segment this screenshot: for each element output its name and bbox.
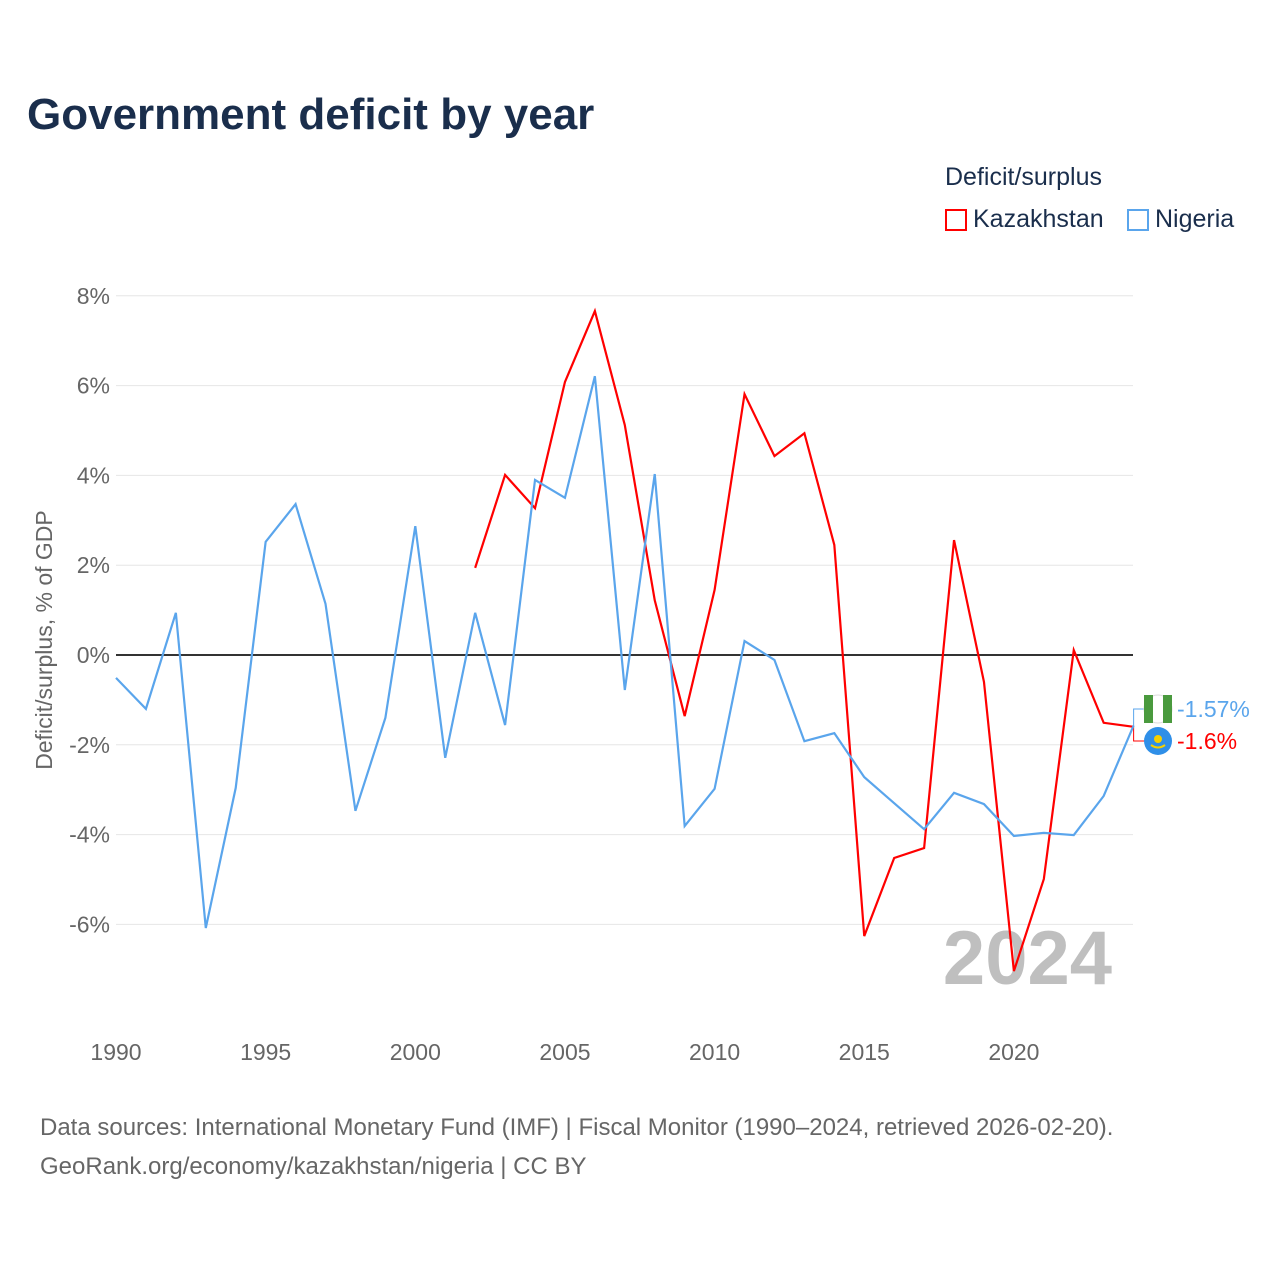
data-point [743,639,747,643]
legend-label: Kazakhstan [973,205,1104,233]
data-point [1102,721,1106,725]
y-tick-label: 6% [77,373,110,399]
data-point [982,802,986,806]
data-point [1072,648,1076,652]
data-point [772,658,776,662]
source-link[interactable]: GeoRank.org/economy/kazakhstan/nigeria |… [40,1153,587,1180]
data-point [1042,831,1046,835]
data-point [324,602,328,606]
data-point [1012,969,1016,973]
series-line-kazakhstan [474,307,1134,972]
y-tick-label: 2% [77,552,110,578]
y-tick-label: 8% [77,283,110,309]
chart-title: Government deficit by year [27,90,595,139]
flag-sun [1154,735,1162,743]
data-point [1102,794,1106,798]
data-point [623,688,627,692]
y-tick-label: -2% [69,732,110,758]
data-point [593,309,597,313]
legend-swatch [945,208,967,231]
data-point [743,392,747,396]
data-point [353,809,357,813]
end-value-label: -1.57% [1177,696,1250,722]
x-tick-label: 2010 [689,1039,740,1065]
data-point [892,856,896,860]
x-tick-label: 2000 [390,1039,441,1065]
data-point [653,598,657,602]
data-point [623,423,627,427]
x-tick-label: 1990 [90,1039,141,1065]
data-point [114,676,118,680]
data-point [533,478,537,482]
x-tick-label: 2015 [839,1039,890,1065]
data-point [383,716,387,720]
data-point [683,824,687,828]
flag-stripe [1163,695,1172,723]
legend-label: Nigeria [1155,205,1235,233]
data-point [593,374,597,378]
x-tick-label: 1995 [240,1039,291,1065]
data-point [832,731,836,735]
data-point [952,791,956,795]
y-tick-label: -6% [69,911,110,937]
x-tick-label: 2005 [539,1039,590,1065]
flag-stripe [1144,695,1153,723]
data-point [922,827,926,831]
data-point [234,786,238,790]
data-point [802,739,806,743]
legend-title: Deficit/surplus [945,163,1102,191]
y-tick-label: -4% [69,822,110,848]
data-point [1042,877,1046,881]
source-line: Data sources: International Monetary Fun… [40,1114,1114,1141]
data-point [862,934,866,938]
data-point [683,714,687,718]
legend-item-nigeria[interactable]: Nigeria [1127,205,1234,234]
data-point [952,538,956,542]
data-point [1072,833,1076,837]
data-point [174,611,178,615]
data-point [473,611,477,615]
series-line-nigeria [115,375,1135,929]
x-tick-label: 2020 [988,1039,1039,1065]
data-point [413,524,417,528]
data-point [294,502,298,506]
data-point [892,801,896,805]
sources: Data sources: International Monetary Fun… [40,1108,1113,1186]
y-tick-label: 0% [77,642,110,668]
data-point [563,496,567,500]
data-point [982,680,986,684]
data-point [533,506,537,510]
y-axis-label: Deficit/surplus, % of GDP [31,510,57,769]
data-point [1012,834,1016,838]
data-point [862,775,866,779]
data-point [772,454,776,458]
data-point [563,380,567,384]
legend-item-kazakhstan[interactable]: Kazakhstan [945,205,1104,234]
data-point [503,473,507,477]
end-value-label: -1.6% [1177,728,1237,754]
y-tick-label: 4% [77,462,110,488]
data-point [264,540,268,544]
data-point [802,431,806,435]
data-point [713,787,717,791]
data-point [922,846,926,850]
legend-swatch [1127,208,1149,231]
data-point [443,756,447,760]
data-point [653,472,657,476]
flag-eagle [1150,744,1166,749]
data-point [144,707,148,711]
data-point [713,588,717,592]
data-point [832,543,836,547]
data-point [503,723,507,727]
data-point [473,566,477,570]
data-point [204,926,208,930]
